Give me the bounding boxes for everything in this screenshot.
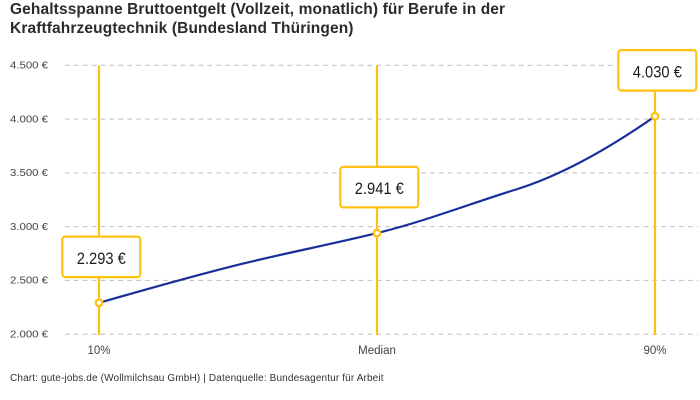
svg-text:3.000 €: 3.000 €	[10, 222, 48, 233]
svg-text:3.500 €: 3.500 €	[10, 168, 48, 179]
svg-text:2.941 €: 2.941 €	[355, 180, 404, 198]
svg-text:10%: 10%	[87, 345, 110, 357]
svg-text:Median: Median	[358, 345, 396, 357]
svg-text:4.030 €: 4.030 €	[633, 63, 682, 81]
svg-text:4.500 €: 4.500 €	[10, 61, 48, 72]
svg-text:2.500 €: 2.500 €	[10, 276, 48, 287]
svg-text:90%: 90%	[643, 345, 666, 357]
svg-text:4.000 €: 4.000 €	[10, 114, 48, 125]
svg-text:2.000 €: 2.000 €	[10, 329, 48, 340]
svg-text:2.293 €: 2.293 €	[77, 250, 126, 268]
